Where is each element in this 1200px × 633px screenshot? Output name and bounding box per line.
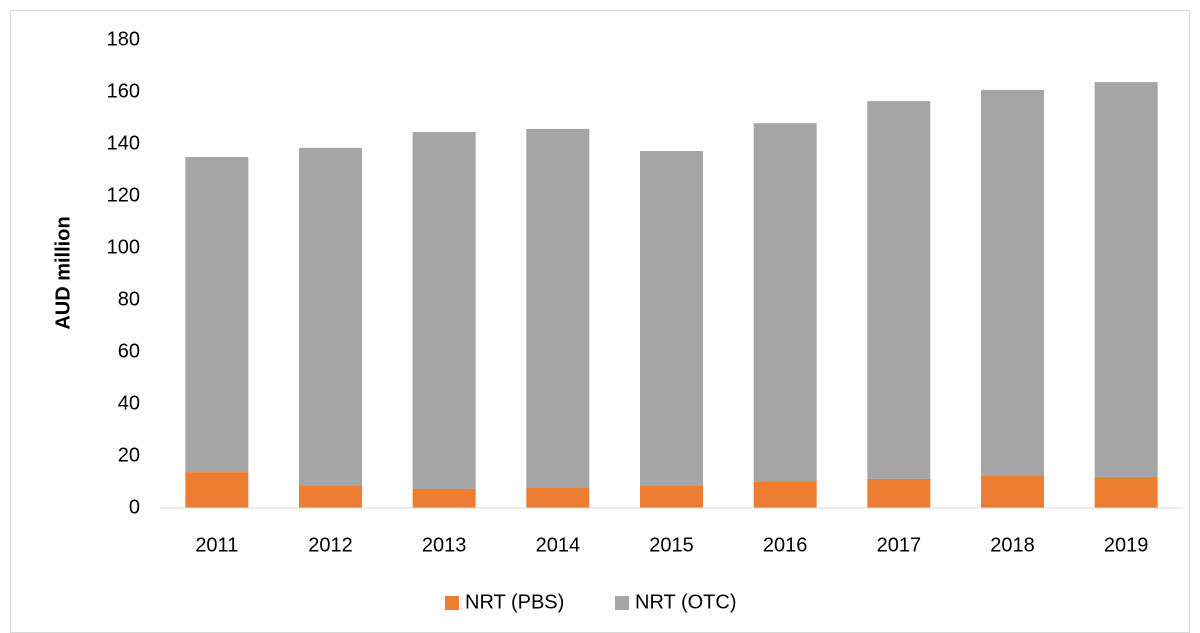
x-tick-label: 2015 [649, 534, 694, 556]
y-tick-label: 60 [118, 340, 140, 362]
y-tick-label: 100 [107, 236, 140, 258]
bar-segment [412, 489, 476, 508]
y-axis-label: AUD million [52, 216, 74, 329]
legend-label: NRT (PBS) [465, 591, 564, 613]
legend-label: NRT (OTC) [635, 591, 736, 613]
y-tick-label: 180 [107, 28, 140, 50]
y-tick-label: 120 [107, 184, 140, 206]
bar-segment [981, 476, 1044, 508]
x-tick-label: 2012 [308, 534, 353, 556]
legend-swatch [615, 596, 629, 610]
x-tick-label: 2016 [763, 534, 808, 556]
bar-segment [185, 472, 249, 508]
x-tick-label: 2019 [1104, 534, 1149, 556]
bar-segment [753, 123, 817, 482]
bar-segment [867, 478, 931, 508]
bar-segment [412, 132, 476, 490]
y-tick-label: 140 [107, 132, 140, 154]
y-tick-label: 0 [129, 496, 140, 518]
bar-segment [1094, 477, 1158, 508]
x-tick-label: 2011 [195, 534, 238, 556]
y-tick-label: 20 [118, 444, 140, 466]
bar-segment [185, 157, 249, 473]
legend-swatch [445, 596, 459, 610]
bar-segment [1094, 82, 1158, 478]
y-tick-label: 160 [107, 80, 140, 102]
bar-segment [753, 482, 817, 508]
bar-segment [526, 487, 590, 508]
x-tick-label: 2014 [536, 534, 581, 556]
x-tick-label: 2018 [990, 534, 1035, 556]
bar-segment [981, 89, 1044, 477]
bar-segment [526, 128, 590, 488]
bar-segment [867, 101, 931, 479]
y-tick-label: 80 [118, 288, 140, 310]
bar-segment [640, 151, 703, 486]
x-tick-label: 2013 [422, 534, 467, 556]
bar-segment [640, 485, 703, 508]
bar-segment [299, 147, 362, 486]
y-tick-label: 40 [118, 392, 140, 414]
x-tick-label: 2017 [877, 534, 922, 556]
bar-segment [299, 485, 362, 508]
